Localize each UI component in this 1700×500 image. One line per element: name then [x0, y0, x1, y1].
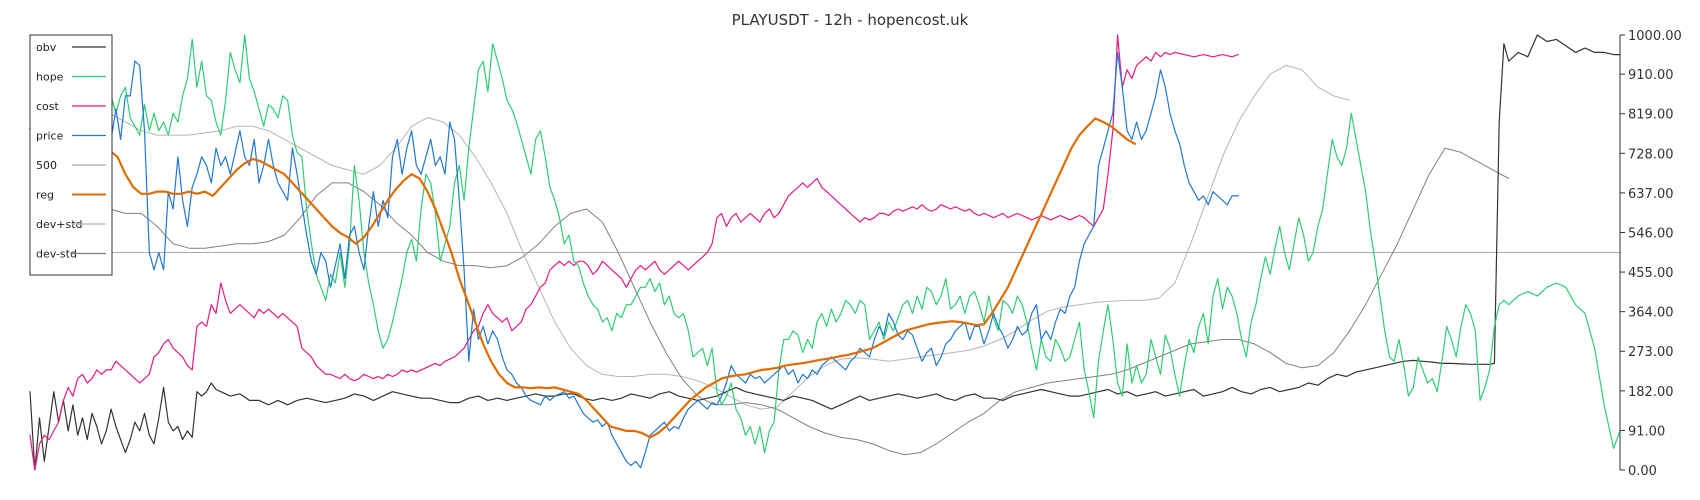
legend-label-dev-std: dev-std: [36, 248, 77, 261]
legend-label-obv: obv: [36, 41, 57, 54]
series-layer: [28, 34, 1621, 471]
legend-label-hope: hope: [36, 71, 64, 84]
y-tick-label: 455.00: [1628, 266, 1674, 281]
y-tick-label: 91.00: [1628, 424, 1665, 439]
series-line-dev-std: [29, 147, 1510, 456]
y-tick-label: 728.00: [1628, 147, 1674, 162]
series-line-reg: [28, 114, 1137, 439]
series-line-dev-std: [29, 64, 1351, 410]
y-tick-label: 637.00: [1628, 187, 1674, 202]
legend-box: [29, 34, 113, 276]
y-tick-label: 364.00: [1628, 306, 1674, 321]
y-tick-label: 0.00: [1628, 464, 1657, 479]
legend: obv hope cost price 500 reg dev+std dev-std: [29, 34, 113, 276]
y-tick-label: 182.00: [1628, 385, 1674, 400]
y-tick-label: 1000.00: [1628, 29, 1682, 44]
series-line-obv: [29, 34, 1621, 471]
legend-label-cost: cost: [36, 100, 60, 113]
chart-title: PLAYUSDT - 12h - hopencost.uk: [732, 11, 969, 29]
legend-label-500: 500: [36, 159, 57, 172]
series-line-cost: [29, 34, 1240, 471]
y-axis: 1000.00 910.00 819.00 728.00 637.00 546.00 455…: [1619, 29, 1682, 479]
series-line-price: [29, 38, 1240, 469]
y-tick-label: 910.00: [1628, 68, 1674, 83]
series-line-hope: [29, 34, 1621, 454]
legend-label-dev-std: dev+std: [36, 218, 83, 231]
legend-label-reg: reg: [36, 189, 54, 202]
y-tick-label: 546.00: [1628, 226, 1674, 241]
legend-label-price: price: [36, 130, 64, 143]
y-tick-label: 273.00: [1628, 345, 1674, 360]
y-tick-label: 819.00: [1628, 108, 1674, 123]
